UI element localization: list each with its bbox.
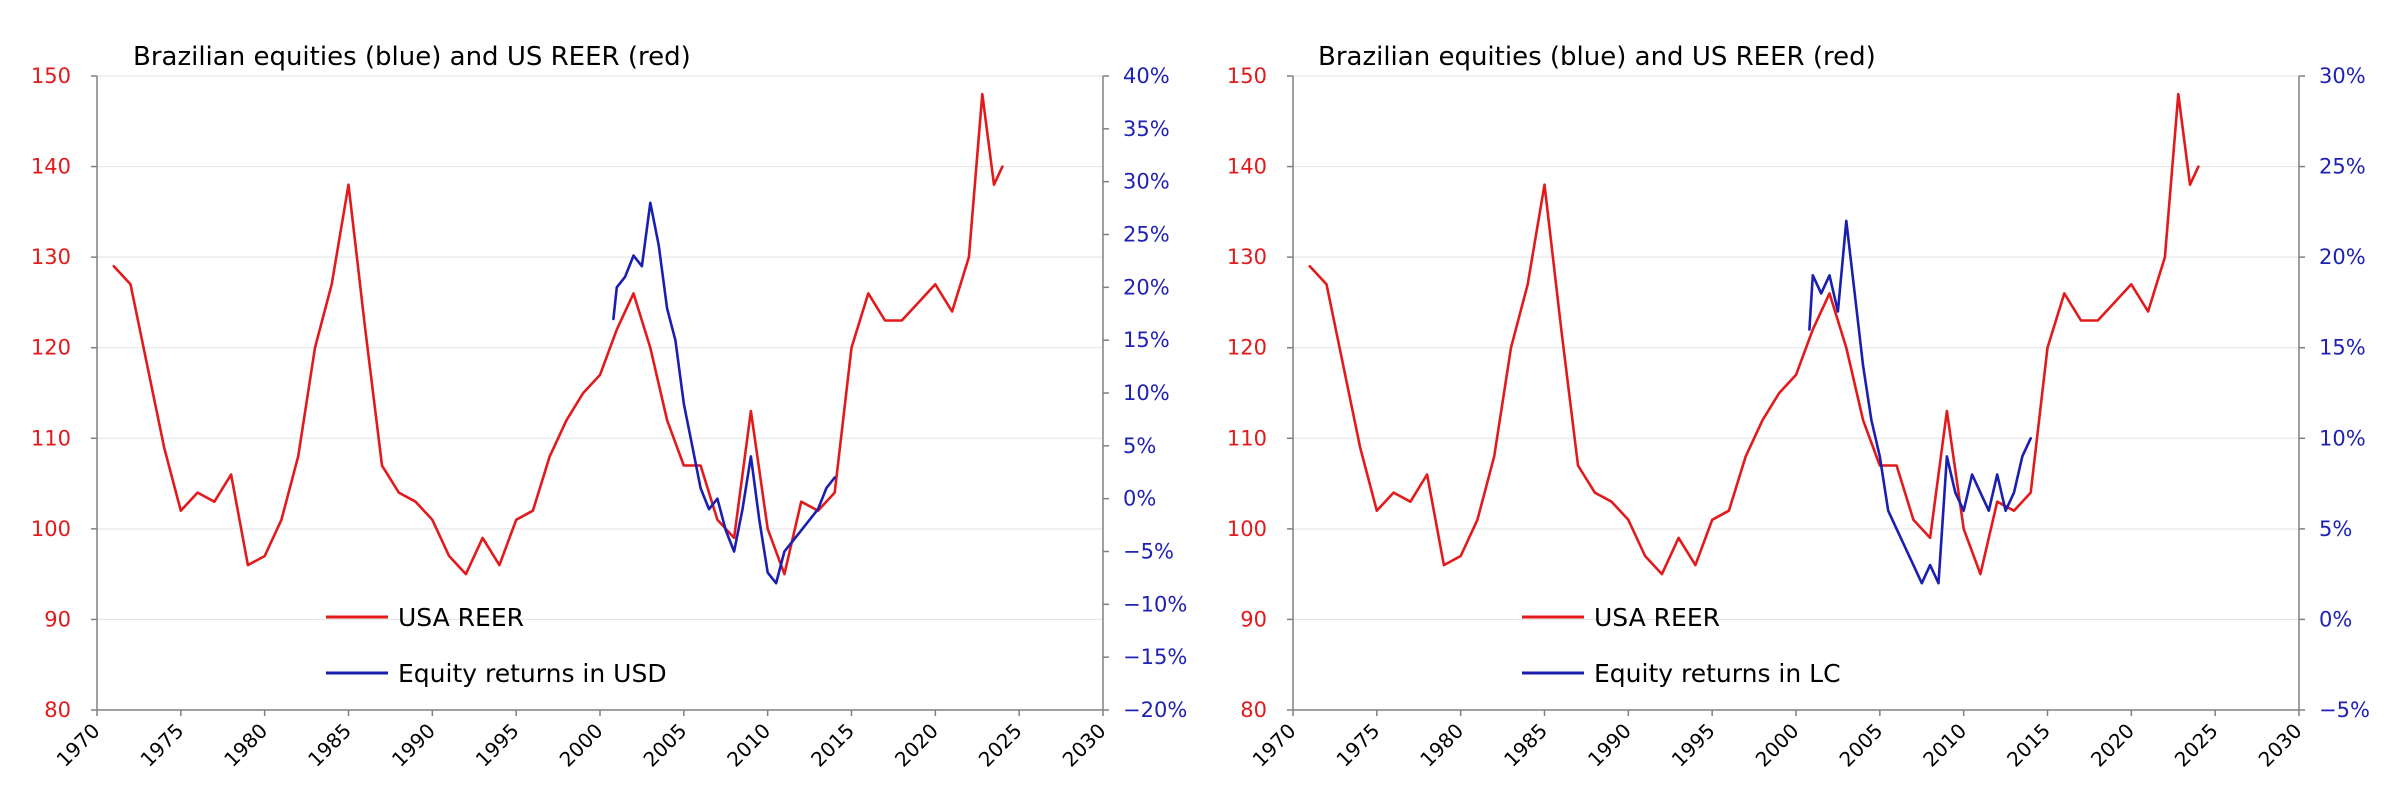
left-tick-label: 120 xyxy=(1227,336,1267,360)
x-tick-label: 1975 xyxy=(1331,719,1384,772)
right-tick-label: 25% xyxy=(1123,223,1170,247)
right-tick-label: −20% xyxy=(1123,698,1187,722)
chart-title: Brazilian equities (blue) and US REER (r… xyxy=(1318,42,1876,72)
right-tick-label: 15% xyxy=(2319,336,2366,360)
x-tick-label: 2020 xyxy=(2086,719,2139,772)
x-tick-label: 1980 xyxy=(219,719,272,772)
right-tick-label: 10% xyxy=(1123,381,1170,405)
legend-label: USA REER xyxy=(1594,603,1720,632)
left-tick-label: 90 xyxy=(1240,607,1267,631)
x-tick-label: 1970 xyxy=(1248,719,1301,772)
x-tick-label: 2025 xyxy=(974,719,1027,772)
usa-reer-series-line xyxy=(1308,92,2200,576)
left-tick-label: 140 xyxy=(1227,155,1267,179)
left-tick-label: 110 xyxy=(1227,426,1267,450)
right-tick-label: 20% xyxy=(2319,245,2366,269)
x-tick-label: 1985 xyxy=(1499,719,1552,772)
x-tick-label: 2030 xyxy=(2254,719,2307,772)
right-tick-label: −10% xyxy=(1123,592,1187,616)
x-tick-label: 2030 xyxy=(1058,719,1111,772)
chart-title: Brazilian equities (blue) and US REER (r… xyxy=(133,42,691,72)
right-tick-label: 5% xyxy=(1123,434,1156,458)
right-tick-label: 30% xyxy=(2319,64,2366,88)
right-tick-label: −5% xyxy=(1123,540,1174,564)
x-tick-label: 1995 xyxy=(1667,719,1720,772)
x-tick-label: 2005 xyxy=(638,719,691,772)
right-tick-label: 35% xyxy=(1123,117,1170,141)
x-tick-label: 2015 xyxy=(2002,719,2055,772)
x-tick-label: 1970 xyxy=(52,719,105,772)
x-tick-label: 1975 xyxy=(135,719,188,772)
right-tick-label: 20% xyxy=(1123,275,1170,299)
x-tick-label: 2010 xyxy=(1918,719,1971,772)
chart-panel-1: 80 90 100 110 120 130 140 150 −20% −15% −10% −5% 0% 5… xyxy=(31,42,1187,772)
left-tick-label: 90 xyxy=(44,607,71,631)
right-tick-label: 25% xyxy=(2319,155,2366,179)
left-tick-label: 80 xyxy=(1240,698,1267,722)
left-tick-label: 100 xyxy=(31,517,71,541)
left-tick-label: 120 xyxy=(31,336,71,360)
right-tick-label: −5% xyxy=(2319,698,2370,722)
legend-label: Equity returns in USD xyxy=(398,659,667,688)
x-tick-label: 1995 xyxy=(471,719,524,772)
chart-panel-2: 80 90 100 110 120 130 140 150 −5% 0% 5% 10% 15% 20% 25… xyxy=(1227,42,2370,772)
x-tick-label: 1985 xyxy=(303,719,356,772)
x-tick-label: 2005 xyxy=(1834,719,1887,772)
x-tick-label: 2000 xyxy=(1751,719,1804,772)
left-tick-label: 150 xyxy=(31,64,71,88)
right-tick-label: 0% xyxy=(2319,607,2352,631)
left-tick-label: 100 xyxy=(1227,517,1267,541)
x-tick-label: 2025 xyxy=(2170,719,2223,772)
left-tick-label: 80 xyxy=(44,698,71,722)
left-tick-label: 140 xyxy=(31,155,71,179)
legend-label: Equity returns in LC xyxy=(1594,659,1841,688)
x-tick-label: 2020 xyxy=(890,719,943,772)
usa-reer-series-line xyxy=(112,92,1004,576)
left-tick-label: 150 xyxy=(1227,64,1267,88)
right-tick-label: 15% xyxy=(1123,328,1170,352)
equity-returns-series-line xyxy=(612,201,837,585)
right-tick-label: 10% xyxy=(2319,426,2366,450)
right-tick-label: 5% xyxy=(2319,517,2352,541)
x-tick-label: 1990 xyxy=(1583,719,1636,772)
right-tick-label: 40% xyxy=(1123,64,1170,88)
right-tick-label: 0% xyxy=(1123,487,1156,511)
left-tick-label: 110 xyxy=(31,426,71,450)
right-tick-label: 30% xyxy=(1123,170,1170,194)
legend-label: USA REER xyxy=(398,603,524,632)
x-tick-label: 1980 xyxy=(1415,719,1468,772)
left-tick-label: 130 xyxy=(1227,245,1267,269)
left-tick-label: 130 xyxy=(31,245,71,269)
x-tick-label: 2000 xyxy=(555,719,608,772)
equity-returns-series-line xyxy=(1808,219,2032,585)
x-tick-label: 1990 xyxy=(387,719,440,772)
x-tick-label: 2010 xyxy=(722,719,775,772)
right-tick-label: −15% xyxy=(1123,645,1187,669)
x-tick-label: 2015 xyxy=(806,719,859,772)
